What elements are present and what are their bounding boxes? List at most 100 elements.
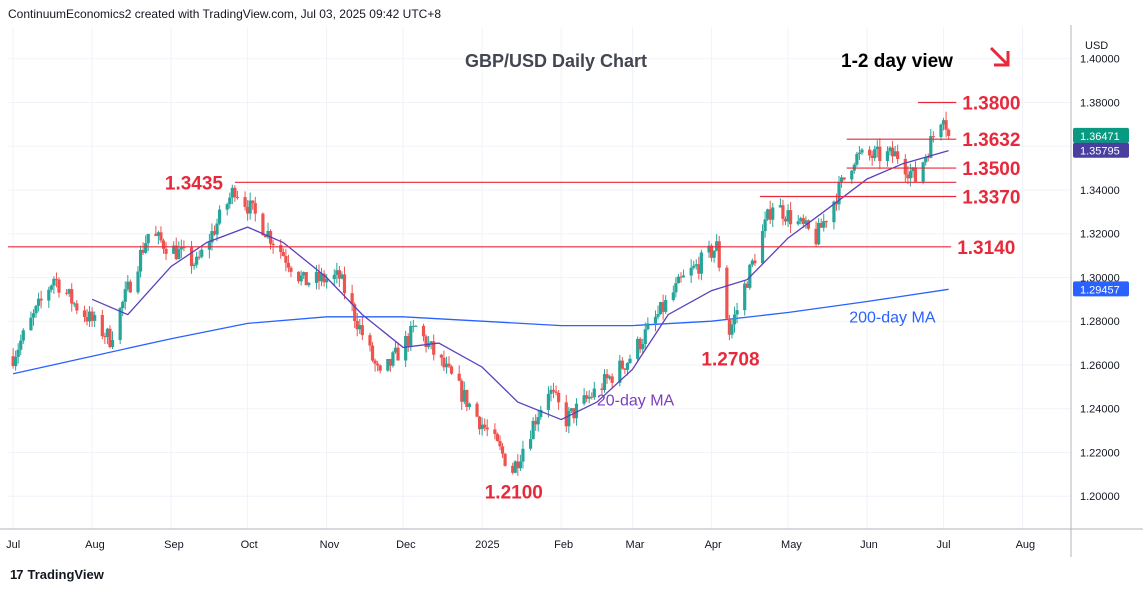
x-tick-label: Feb bbox=[554, 539, 573, 551]
candle-body bbox=[388, 359, 392, 366]
candle-body bbox=[834, 201, 839, 205]
candle-body bbox=[302, 272, 306, 276]
candle-body bbox=[462, 389, 466, 402]
candle-body bbox=[159, 232, 163, 241]
candle-body bbox=[467, 403, 471, 407]
candle-body bbox=[200, 249, 204, 257]
candle-body bbox=[449, 366, 454, 374]
candle-body bbox=[531, 420, 535, 440]
candle-body bbox=[567, 410, 571, 427]
candle-body bbox=[235, 197, 240, 199]
ma200-line bbox=[12, 288, 949, 375]
candle-body bbox=[421, 325, 426, 337]
candle-body bbox=[337, 270, 341, 279]
tradingview-logo-icon: 17 bbox=[10, 567, 24, 582]
candle-body bbox=[878, 146, 882, 162]
candle-body bbox=[717, 241, 721, 268]
candle-body bbox=[246, 206, 250, 214]
candle-body bbox=[557, 392, 561, 403]
candle-body bbox=[304, 272, 308, 286]
candle-body bbox=[215, 223, 219, 235]
candle-body bbox=[230, 187, 234, 198]
candle-body bbox=[608, 376, 612, 379]
candle-body bbox=[93, 315, 97, 321]
support-resistance-levels: 1.3800 1.3632 1.3500 1.3435 1.3370 1.3140 bbox=[8, 93, 1020, 259]
candle-body bbox=[939, 124, 943, 137]
candle-body bbox=[447, 363, 451, 367]
level-label: 1.3370 bbox=[962, 188, 1020, 209]
candle-body bbox=[192, 264, 196, 267]
y-tick-label: 1.40000 bbox=[1080, 54, 1120, 66]
candle-body bbox=[177, 249, 181, 260]
candle-body bbox=[144, 243, 148, 253]
candle-body bbox=[179, 247, 183, 250]
ma20-line bbox=[91, 149, 949, 421]
candle-body bbox=[263, 235, 268, 238]
candle-body bbox=[850, 170, 854, 180]
candle-body bbox=[903, 158, 907, 175]
candle-body bbox=[546, 393, 551, 410]
candle-body bbox=[692, 265, 696, 268]
candle-body bbox=[21, 330, 25, 341]
candle-body bbox=[103, 336, 107, 338]
candle-body bbox=[763, 219, 767, 231]
candle-body bbox=[396, 347, 400, 361]
candle-body bbox=[108, 328, 112, 348]
candle-body bbox=[424, 336, 428, 348]
candle-body bbox=[161, 240, 166, 249]
candle-body bbox=[743, 283, 747, 311]
y-tick-label: 1.28000 bbox=[1080, 316, 1120, 328]
candle-body bbox=[521, 448, 525, 462]
candle-body bbox=[941, 120, 946, 125]
candle-body bbox=[875, 146, 879, 150]
candle-body bbox=[824, 221, 828, 223]
candle-body bbox=[786, 210, 790, 222]
candle-body bbox=[11, 356, 15, 367]
candle-body bbox=[376, 363, 380, 366]
candle-body bbox=[814, 228, 818, 245]
candle-body bbox=[49, 285, 53, 290]
tradingview-logo[interactable]: 17 TradingView bbox=[10, 567, 104, 582]
x-tick-label: 2025 bbox=[475, 539, 499, 551]
candle-body bbox=[600, 388, 604, 391]
x-tick-label: Sep bbox=[164, 539, 184, 551]
candle-body bbox=[248, 200, 252, 214]
candle-body bbox=[799, 218, 803, 222]
candle-body bbox=[391, 352, 395, 366]
candle-body bbox=[931, 136, 935, 138]
y-tick-label: 1.22000 bbox=[1080, 447, 1120, 459]
candle-body bbox=[432, 341, 436, 355]
candle-body bbox=[590, 396, 594, 398]
chart-title: GBP/USD Daily Chart bbox=[465, 51, 647, 71]
candle-body bbox=[732, 314, 737, 325]
candle-body bbox=[778, 205, 782, 208]
candle-body bbox=[19, 340, 23, 350]
candle-body bbox=[783, 218, 788, 222]
candle-body bbox=[689, 267, 693, 276]
price-tag bbox=[1073, 281, 1129, 297]
y-tick-label: 1.38000 bbox=[1080, 97, 1120, 109]
candle-body bbox=[322, 273, 326, 283]
candle-body bbox=[297, 271, 301, 282]
candle-body bbox=[54, 278, 59, 280]
candle-body bbox=[189, 247, 194, 267]
x-tick-label: Apr bbox=[705, 539, 722, 551]
candle-body bbox=[90, 311, 94, 321]
candle-body bbox=[427, 343, 431, 348]
candle-body bbox=[332, 274, 336, 280]
candle-body bbox=[602, 374, 607, 391]
candle-body bbox=[75, 303, 79, 311]
x-tick-label: Jul bbox=[6, 539, 20, 551]
candle-body bbox=[353, 304, 357, 321]
candle-body bbox=[146, 233, 150, 244]
candle-body bbox=[52, 278, 56, 286]
candle-body bbox=[528, 439, 533, 449]
ma200-label: 200-day MA bbox=[849, 309, 936, 326]
candle-body bbox=[16, 349, 20, 357]
candle-body bbox=[694, 264, 698, 266]
candle-body bbox=[585, 395, 589, 399]
candle-body bbox=[781, 205, 785, 219]
candle-body bbox=[766, 209, 770, 220]
candle-body bbox=[832, 201, 836, 223]
